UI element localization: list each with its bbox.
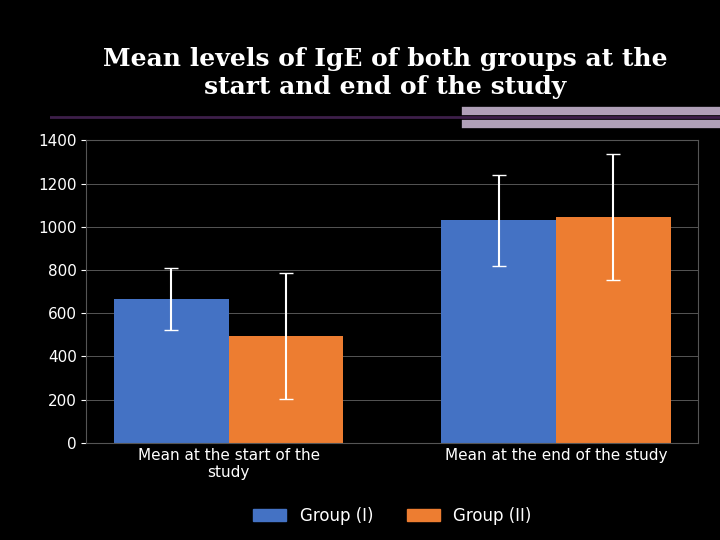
- Text: Mean levels of IgE of both groups at the
start and end of the study: Mean levels of IgE of both groups at the…: [103, 47, 667, 99]
- Bar: [556, 217, 670, 443]
- Bar: [441, 220, 556, 443]
- Bar: [114, 299, 229, 443]
- Legend: Group (I), Group (II): Group (I), Group (II): [246, 500, 539, 531]
- Bar: [229, 336, 343, 443]
